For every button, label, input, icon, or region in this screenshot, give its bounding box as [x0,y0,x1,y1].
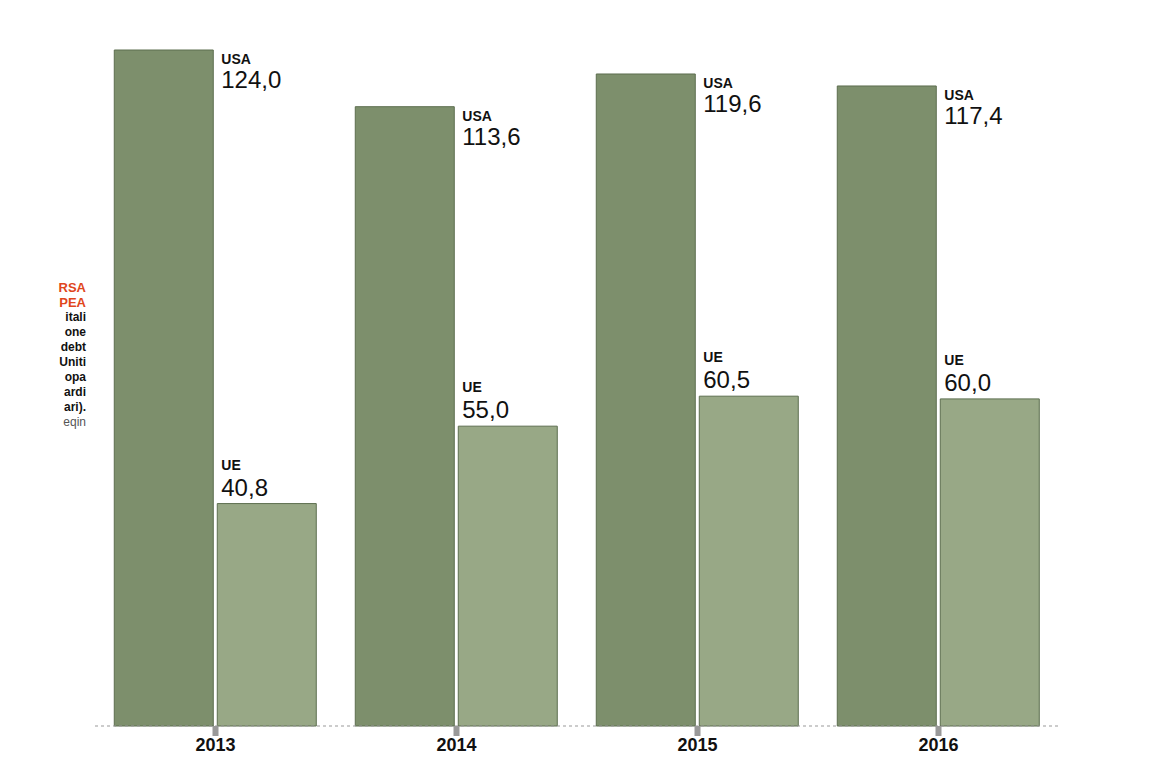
svg-text:113,6: 113,6 [462,123,520,150]
svg-text:USA: USA [462,108,492,124]
svg-text:124,0: 124,0 [221,66,281,93]
svg-text:60,0: 60,0 [944,369,991,396]
svg-text:UE: UE [703,349,722,365]
svg-text:USA: USA [944,87,974,103]
svg-text:UE: UE [944,352,963,368]
svg-text:UE: UE [462,379,481,395]
html-text:debt: debt [60,340,86,354]
html-text:eqin: eqin [63,415,86,429]
svg-text:USA: USA [703,75,733,91]
svg-text:55,0: 55,0 [462,396,509,423]
svg-text:USA: USA [221,51,251,67]
svg-text:60,5: 60,5 [703,366,750,393]
html-text:one: one [64,325,86,339]
svg-text:117,4: 117,4 [944,102,1002,129]
svg-text:UE: UE [221,457,240,473]
svg-text:2015: 2015 [677,735,717,755]
html-text:opa: opa [64,370,86,384]
svg-text:2014: 2014 [436,735,476,755]
svg-text:2016: 2016 [918,735,958,755]
html-text:ardi: ardi [64,385,86,399]
html-text:Uniti: Uniti [59,355,86,369]
html-text:RSA: RSA [58,280,86,295]
svg-text:119,6: 119,6 [703,90,761,117]
html-text:PEA: PEA [59,295,86,310]
svg-text:2013: 2013 [195,735,235,755]
svg-text:40,8: 40,8 [221,474,268,501]
html-text:itali: itali [65,310,86,324]
html-text:ari).: ari). [64,400,86,414]
